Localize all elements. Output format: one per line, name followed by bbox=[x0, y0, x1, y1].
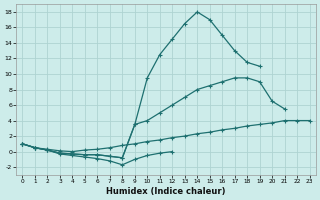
X-axis label: Humidex (Indice chaleur): Humidex (Indice chaleur) bbox=[106, 187, 226, 196]
